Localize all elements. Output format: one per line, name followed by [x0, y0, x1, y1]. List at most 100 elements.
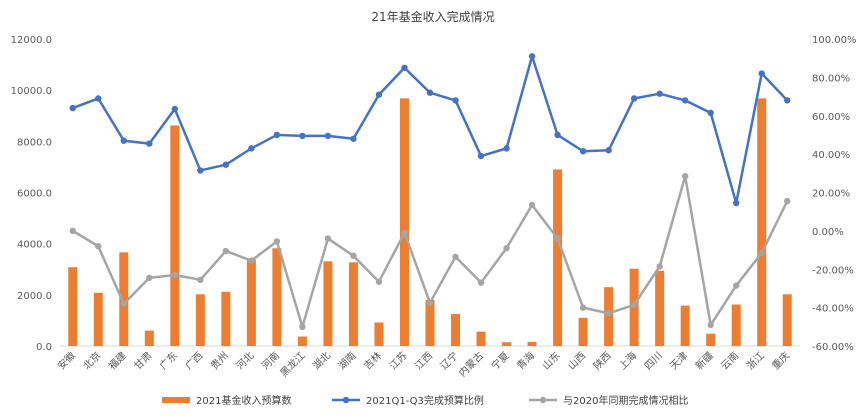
point [630, 95, 638, 102]
bar [170, 125, 180, 346]
y-right-tick-label: -20.00% [812, 265, 854, 276]
point [69, 227, 76, 235]
x-tick-label: 辽宁 [437, 349, 460, 372]
x-tick-label: 新疆 [692, 349, 715, 372]
bar [399, 98, 409, 346]
point [426, 89, 434, 96]
bar [451, 314, 461, 346]
x-tick-label: 河北 [234, 350, 257, 373]
point [452, 253, 459, 260]
bar [144, 330, 154, 346]
point [656, 90, 663, 97]
x-tick-label: 四川 [643, 350, 665, 372]
bar [706, 333, 716, 346]
y-right-tick-label: 40.00% [812, 150, 850, 161]
bar [782, 294, 792, 346]
point [197, 276, 204, 284]
point [324, 132, 332, 140]
point [758, 70, 765, 77]
series-line-budget-ratio [72, 55, 789, 205]
bar [553, 169, 563, 346]
point [733, 199, 740, 207]
y-left-tick-label: 2000.0 [17, 291, 52, 302]
y-right-tick-label: 20.00% [812, 189, 850, 200]
x-tick-label: 安徽 [55, 349, 78, 372]
point [656, 263, 663, 270]
legend-marker [342, 396, 350, 404]
point [273, 131, 281, 139]
bar [93, 292, 103, 346]
bar [502, 342, 512, 346]
bar [323, 261, 333, 346]
point [197, 167, 204, 174]
legend-label: 2021Q1-Q3完成预算比例 [366, 394, 484, 407]
bar [246, 259, 256, 346]
point [401, 64, 408, 71]
x-tick-label: 江西 [412, 350, 435, 373]
point [350, 252, 357, 260]
legend-label: 2021基金收入预算数 [196, 394, 291, 407]
x-tick-label: 重庆 [769, 349, 792, 372]
point [120, 137, 127, 144]
y-right-tick-label: 60.00% [812, 112, 850, 123]
x-tick-label: 湖南 [335, 349, 358, 372]
point [605, 310, 612, 317]
legend-item: 2021基金收入预算数 [162, 394, 291, 407]
point [681, 97, 689, 104]
bar [578, 317, 588, 346]
point [630, 301, 638, 308]
point [299, 132, 306, 140]
point [528, 53, 536, 60]
point [120, 300, 127, 307]
point [146, 140, 153, 147]
bar [655, 270, 665, 346]
y-left-tick-label: 0.0 [36, 342, 52, 353]
point [324, 235, 332, 242]
point [758, 249, 765, 257]
x-tick-label: 江苏 [386, 349, 409, 372]
chart-title: 21年基金收入完成情况 [371, 9, 494, 24]
x-tick-label: 山东 [539, 349, 562, 372]
y-right-tick-label: 0.00% [812, 227, 844, 238]
point [477, 152, 485, 160]
bar [731, 304, 741, 346]
point [579, 304, 587, 311]
x-tick-label: 山西 [566, 350, 589, 373]
point [503, 244, 510, 252]
x-tick-label: 浙江 [744, 350, 767, 373]
bar [425, 299, 435, 346]
x-tick-label: 北京 [80, 349, 103, 372]
point [528, 201, 536, 209]
x-tick-label: 黑龙江 [277, 349, 307, 379]
legend: 2021基金收入预算数 2021Q1-Q3完成预算比例 与2020年同期完成情况相比 [162, 394, 688, 407]
x-tick-label: 上海 [616, 349, 639, 372]
legend-item: 2021Q1-Q3完成预算比例 [332, 394, 484, 407]
point [579, 148, 587, 155]
legend-label: 与2020年同期完成情况相比 [563, 394, 688, 407]
bar [348, 262, 358, 346]
bar [221, 291, 231, 346]
x-tick-label: 广西 [183, 350, 206, 373]
y-right-tick-label: -60.00% [812, 342, 854, 353]
point [733, 282, 740, 289]
x-tick-label: 甘肃 [131, 349, 154, 372]
x-tick-label: 云南 [718, 349, 741, 372]
point [299, 323, 306, 331]
y-left-tick-label: 10000.0 [11, 86, 52, 97]
point [554, 235, 561, 242]
y-left-tick-label: 6000.0 [17, 189, 52, 200]
point [95, 243, 102, 250]
y-left-tick-label: 8000.0 [17, 137, 52, 148]
y-right-tick-label: 100.00% [812, 35, 857, 46]
point [477, 279, 485, 286]
x-tick-label: 天津 [668, 350, 691, 373]
bar [272, 248, 282, 346]
x-tick-label: 宁夏 [488, 349, 511, 372]
point [375, 91, 383, 98]
point [273, 238, 281, 245]
x-tick-label: 内蒙古 [456, 349, 486, 379]
point [605, 147, 612, 154]
point [401, 229, 408, 236]
x-tick-label: 青海 [514, 349, 537, 372]
